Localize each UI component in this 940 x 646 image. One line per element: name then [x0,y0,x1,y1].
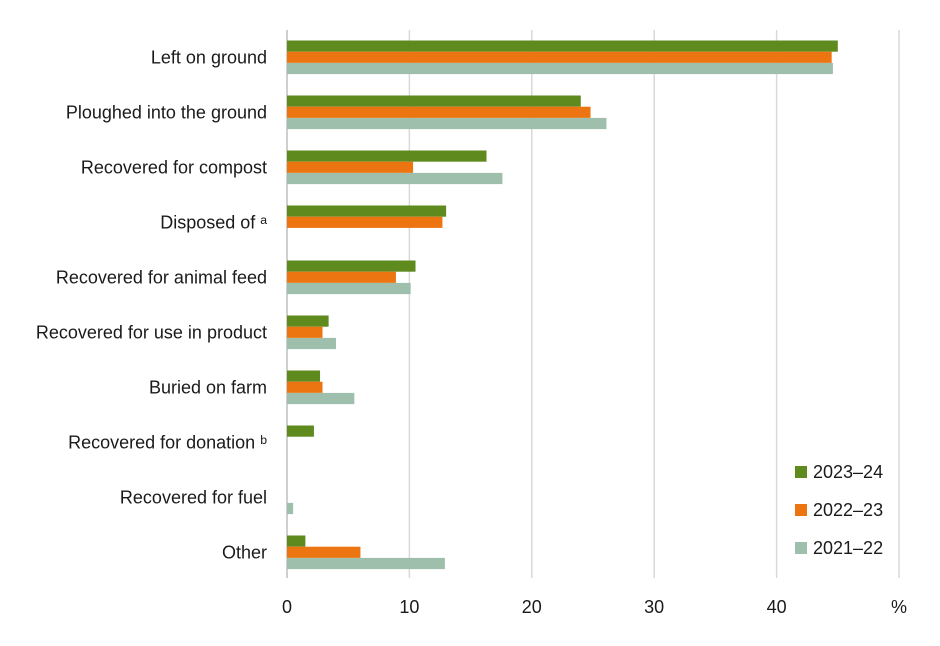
bar [287,51,832,63]
x-tick-label: 40 [767,597,787,617]
bar [287,546,361,558]
category-label: Ploughed into the ground [66,102,267,122]
bar [287,557,445,570]
legend-swatch [795,466,807,478]
category-labels: Left on ground Ploughed into the ground Re… [36,47,267,562]
legend-swatch [795,504,807,516]
category-label: Recovered for fuel [120,487,267,507]
bar-marks [287,40,838,570]
bar [287,95,581,107]
bar [287,535,306,547]
bar [287,205,447,217]
bar [287,370,321,382]
bar [287,502,294,515]
bar [287,117,607,130]
bar [287,106,591,118]
bar [287,282,411,295]
bar [287,260,416,272]
bar [287,40,838,52]
x-tick-label: 10 [399,597,419,617]
bar [287,337,336,350]
bar [287,392,355,405]
bar [287,315,329,327]
x-tick-label: % [891,597,907,617]
bar [287,381,323,393]
legend-label: 2023–24 [813,462,883,482]
x-tick-label: 0 [282,597,292,617]
bar [287,271,396,283]
legend: 2023–24 2022–23 2021–22 [795,462,883,558]
bar [287,425,314,437]
category-label: Left on ground [151,47,267,67]
category-label: Recovered for donation ᵇ [68,432,267,452]
bar [287,172,503,185]
legend-label: 2021–22 [813,538,883,558]
bar [287,161,414,173]
category-label: Other [222,542,267,562]
bar [287,62,833,75]
bar [287,326,323,338]
x-tick-label: 30 [644,597,664,617]
bar [287,150,487,162]
x-tick-labels: 0 10 20 30 40% [282,597,907,617]
category-label: Buried on farm [149,377,267,397]
category-label: Recovered for compost [81,157,267,177]
legend-swatch [795,542,807,554]
category-label: Recovered for animal feed [56,267,267,287]
category-label: Recovered for use in product [36,322,267,342]
category-label: Disposed of ᵃ [160,212,267,232]
bar [287,216,443,228]
legend-label: 2022–23 [813,500,883,520]
x-tick-label: 20 [522,597,542,617]
